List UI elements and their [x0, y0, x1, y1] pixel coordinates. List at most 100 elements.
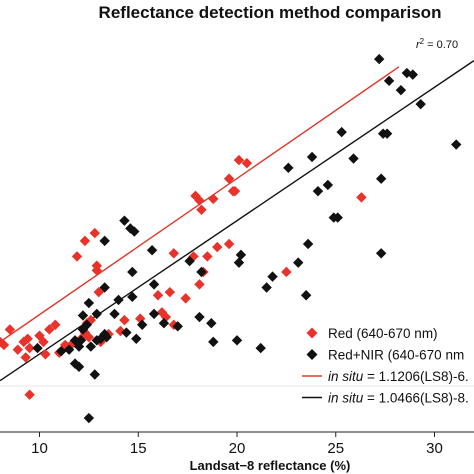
legend: Red (640-670 nm) Red+NIR (640-670 nm in si… — [302, 326, 469, 406]
point-red-nir — [83, 297, 95, 309]
point-red-nir — [146, 245, 158, 256]
point-red-nir — [32, 342, 43, 354]
r2-suffix: = 0.70 — [424, 39, 458, 51]
legend-label-1: Red (640-670 nm) — [328, 326, 438, 341]
chart-title: Reflectance detection method comparison — [99, 3, 442, 22]
point-red — [38, 336, 49, 348]
point-red — [22, 333, 33, 344]
fit-line-2 — [0, 60, 474, 382]
point-red-nir — [77, 310, 89, 321]
point-red-nir — [91, 308, 102, 320]
point-red-nir — [121, 327, 132, 338]
point-red-nir — [336, 126, 347, 138]
point-red-nir — [267, 271, 278, 282]
x-tick-label: 20 — [229, 440, 246, 457]
point-red-nir — [148, 279, 160, 290]
point-red — [194, 279, 205, 290]
point-red — [281, 266, 292, 278]
point-red — [212, 241, 223, 253]
point-red-nir — [81, 319, 93, 330]
point-red-nir — [75, 335, 87, 346]
point-red — [24, 342, 35, 354]
point-red — [20, 352, 31, 363]
x-tick-label: 10 — [31, 440, 48, 457]
point-red — [223, 173, 235, 184]
point-red-nir — [99, 235, 110, 247]
point-red-nir — [233, 257, 245, 268]
point-red-nir — [451, 139, 462, 150]
point-red-nir — [302, 238, 314, 250]
point-red-nir — [293, 257, 304, 268]
point-red-nir — [407, 69, 418, 80]
point-red-nir — [83, 412, 95, 424]
point-red — [202, 251, 213, 262]
r2-sup: 2 — [420, 37, 425, 46]
point-red-nir — [69, 358, 81, 369]
point-red-nir — [194, 311, 205, 323]
point-red — [24, 389, 35, 400]
point-red — [89, 227, 100, 239]
legend-fit-label-2: in situ = 1.0466(LS8)-8. — [328, 391, 469, 406]
point-red-nir — [375, 248, 387, 259]
x-axis-label: Landsat−8 reflectance (%) — [190, 458, 351, 473]
point-red — [196, 204, 207, 215]
point-red-nir — [374, 53, 385, 65]
point-red — [164, 286, 176, 298]
point-red-nir — [148, 308, 160, 320]
point-red-nir — [206, 318, 217, 329]
point-red — [208, 193, 219, 205]
point-red-nir — [300, 290, 312, 301]
point-red — [115, 325, 126, 337]
point-red-nir — [395, 84, 407, 96]
point-red-nir — [56, 346, 67, 357]
point-red — [71, 251, 83, 262]
point-red-nir — [184, 255, 195, 267]
point-red-nir — [137, 319, 148, 330]
point-red — [0, 339, 10, 351]
point-red-nir — [283, 162, 294, 174]
point-red-nir — [99, 282, 110, 293]
point-red-nir — [127, 266, 138, 278]
point-red-nir — [77, 324, 89, 335]
point-red-nir — [415, 98, 426, 110]
point-red — [83, 332, 95, 343]
point-red-nir — [63, 344, 75, 355]
point-red-nir — [208, 336, 219, 348]
point-red — [79, 235, 91, 247]
point-red — [194, 195, 205, 206]
point-red-nir — [119, 215, 130, 226]
point-red-nir — [129, 226, 140, 237]
point-red-nir — [383, 75, 395, 87]
x-tick-label: 25 — [327, 440, 344, 457]
point-red-nir — [127, 291, 138, 303]
point-red-nir — [255, 342, 266, 354]
point-red-nir — [375, 173, 387, 184]
point-red-nir — [101, 332, 112, 343]
point-red — [91, 265, 102, 276]
point-red-nir — [312, 185, 324, 197]
point-red-nir — [332, 212, 343, 223]
point-red — [229, 185, 241, 197]
point-red — [50, 319, 61, 330]
point-red-nir — [322, 179, 334, 191]
point-red — [93, 286, 104, 298]
point-red-nir — [85, 341, 97, 352]
point-red-nir — [158, 318, 170, 329]
point-red-nir — [131, 333, 142, 344]
point-red — [40, 349, 51, 360]
point-red — [223, 238, 235, 250]
point-red — [241, 157, 253, 169]
x-tick-label: 15 — [130, 440, 147, 457]
point-red — [119, 314, 130, 326]
point-red — [168, 248, 179, 259]
point-red-nir — [196, 266, 207, 278]
point-red — [233, 154, 245, 166]
point-red-nir — [381, 128, 393, 139]
r2-prefix: r — [416, 39, 421, 51]
x-tick-label: 30 — [426, 440, 443, 457]
r2-annotation: r2 = 0.70 — [416, 37, 458, 52]
point-red-nir — [306, 151, 318, 163]
point-red — [356, 192, 367, 203]
legend-marker-1 — [306, 327, 318, 339]
